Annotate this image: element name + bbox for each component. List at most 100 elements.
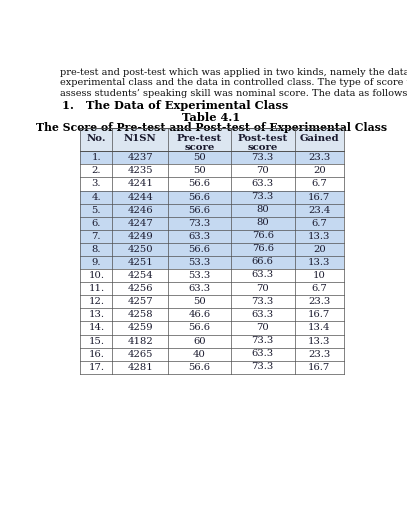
Text: 63.3: 63.3 [252,310,274,319]
Text: 56.6: 56.6 [188,192,210,202]
Text: 73.3: 73.3 [252,336,274,345]
Text: 73.3: 73.3 [252,192,274,201]
Text: 16.7: 16.7 [308,310,330,320]
Text: 16.7: 16.7 [308,363,330,372]
Text: 76.6: 76.6 [252,244,274,253]
Text: 63.3: 63.3 [188,284,210,293]
Text: assess students’ speaking skill was nominal score. The data as follows:: assess students’ speaking skill was nomi… [60,89,407,97]
Text: 23.3: 23.3 [308,298,330,306]
Text: 4244: 4244 [127,192,153,202]
Text: 4237: 4237 [127,153,153,162]
Text: 12.: 12. [88,298,104,306]
Text: 4.: 4. [92,192,101,202]
Text: 46.6: 46.6 [188,310,210,320]
Text: 73.3: 73.3 [252,297,274,306]
Text: 9.: 9. [92,258,101,267]
Text: 13.4: 13.4 [308,324,330,332]
Text: 5.: 5. [92,206,101,214]
Text: 4246: 4246 [127,206,153,214]
Text: 23.3: 23.3 [308,153,330,162]
Text: 70: 70 [256,323,269,332]
Text: Gained: Gained [300,134,339,143]
Text: 73.3: 73.3 [252,362,274,371]
Text: 56.6: 56.6 [188,363,210,372]
Text: 4241: 4241 [127,180,153,188]
Text: 4182: 4182 [127,337,153,346]
Text: 6.7: 6.7 [311,284,327,293]
Text: 60: 60 [193,337,206,346]
Text: 6.: 6. [92,219,101,228]
Text: 4249: 4249 [127,232,153,241]
Text: 4258: 4258 [127,310,153,320]
Text: 10.: 10. [88,271,104,280]
Bar [80,216,344,230]
Text: Table 4.1: Table 4.1 [182,112,241,123]
Text: 70: 70 [256,284,269,292]
Text: 4235: 4235 [127,166,153,175]
Text: pre-test and post-test which was applied in two kinds, namely the data in: pre-test and post-test which was applied… [60,68,407,77]
Text: 4281: 4281 [127,363,153,372]
Text: 4247: 4247 [127,219,153,228]
Text: 4257: 4257 [127,298,153,306]
Text: 4251: 4251 [127,258,153,267]
Text: 63.3: 63.3 [252,349,274,358]
Text: 56.6: 56.6 [188,245,210,254]
Text: 6.7: 6.7 [311,180,327,188]
Text: 4256: 4256 [127,284,153,293]
Text: 56.6: 56.6 [188,206,210,214]
Bar [80,230,344,243]
Text: 13.: 13. [88,310,104,320]
Text: 3.: 3. [92,180,101,188]
Text: 56.6: 56.6 [188,324,210,332]
Text: 10: 10 [313,271,326,280]
Text: 80: 80 [256,218,269,227]
Text: experimental class and the data in controlled class. The type of score used to: experimental class and the data in contr… [60,78,407,87]
Text: 6.7: 6.7 [311,219,327,228]
Bar [80,190,344,204]
Text: 1.: 1. [92,153,101,162]
Text: 76.6: 76.6 [252,231,274,240]
Text: 8.: 8. [92,245,101,254]
Text: 4250: 4250 [127,245,153,254]
Text: 40: 40 [193,350,206,359]
Text: N1SN: N1SN [124,134,157,143]
Text: score: score [184,143,214,152]
Text: 1.   The Data of Experimental Class: 1. The Data of Experimental Class [62,100,288,111]
Text: score: score [247,143,278,152]
Text: 7.: 7. [92,232,101,241]
Text: 70: 70 [256,166,269,175]
Text: 80: 80 [256,205,269,214]
Text: 73.3: 73.3 [252,153,274,162]
Text: 23.3: 23.3 [308,350,330,359]
Text: Post-test: Post-test [238,134,288,143]
Bar [80,204,344,216]
Text: 23.4: 23.4 [308,206,330,214]
Text: 56.6: 56.6 [188,180,210,188]
Bar [80,128,344,151]
Text: 63.3: 63.3 [188,232,210,241]
Bar [80,243,344,256]
Text: 20: 20 [313,166,326,175]
Text: 13.3: 13.3 [308,258,330,267]
Text: 53.3: 53.3 [188,258,210,267]
Text: 2.: 2. [92,166,101,175]
Text: 20: 20 [313,245,326,254]
Text: 50: 50 [193,298,206,306]
Text: No.: No. [87,134,106,143]
Text: 63.3: 63.3 [252,179,274,188]
Text: Pre-test: Pre-test [177,134,222,143]
Text: 63.3: 63.3 [252,270,274,280]
Text: The Score of Pre-test and Post-test of Experimental Class: The Score of Pre-test and Post-test of E… [36,122,387,133]
Text: 17.: 17. [88,363,104,372]
Text: 66.6: 66.6 [252,258,274,266]
Bar [80,151,344,164]
Text: 50: 50 [193,153,206,162]
Bar [80,256,344,269]
Text: 4265: 4265 [127,350,153,359]
Text: 16.7: 16.7 [308,192,330,202]
Text: 53.3: 53.3 [188,271,210,280]
Text: 11.: 11. [88,284,105,293]
Text: 13.3: 13.3 [308,337,330,346]
Text: 73.3: 73.3 [188,219,210,228]
Text: 50: 50 [193,166,206,175]
